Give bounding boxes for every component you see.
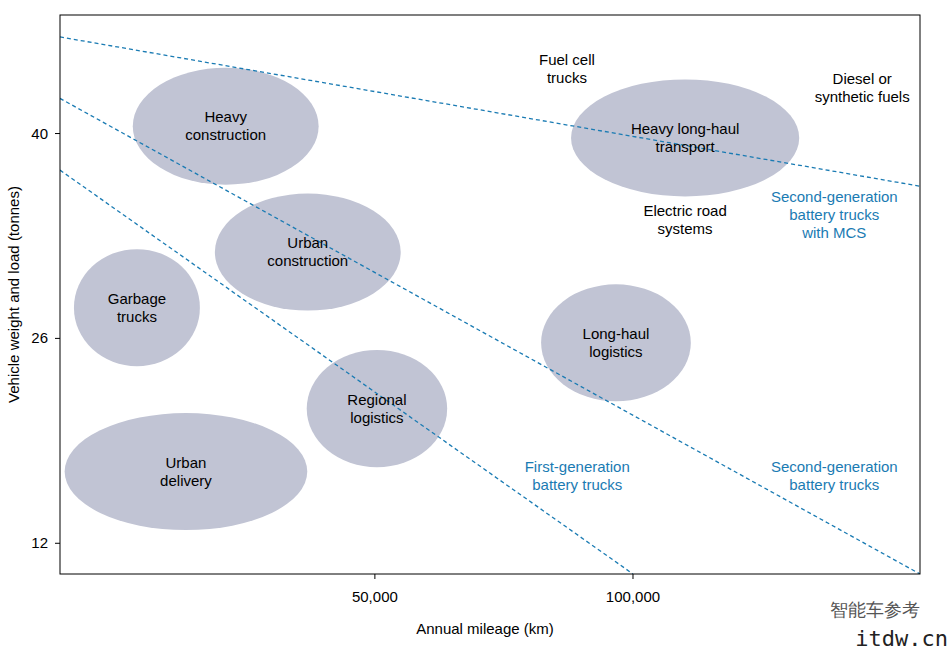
y-tick [55, 338, 60, 339]
boundary-line [60, 37, 920, 186]
region [74, 249, 200, 366]
y-tick-label: 40 [31, 125, 48, 142]
region-label: logistics [350, 409, 403, 426]
y-axis-title: Vehicle weight and load (tonnes) [5, 186, 22, 403]
annotation: Second-generation [771, 188, 898, 205]
region-label: trucks [117, 308, 157, 325]
annotation: systems [658, 220, 713, 237]
y-tick [55, 543, 60, 544]
annotation: Second-generation [771, 458, 898, 475]
region [133, 68, 319, 185]
region [65, 413, 308, 530]
annotation: Fuel cell [539, 51, 595, 68]
plot-area [60, 37, 920, 574]
region-label: logistics [589, 343, 642, 360]
y-tick-label: 26 [31, 329, 48, 346]
watermark: 智能车参考 [830, 600, 920, 620]
x-tick [374, 574, 375, 579]
region-label: Heavy long-haul [631, 120, 739, 137]
x-tick-label: 50,000 [352, 588, 398, 605]
annotation: battery trucks [789, 476, 879, 493]
annotation: with MCS [801, 224, 866, 241]
boundary-line [60, 98, 920, 574]
plot-frame [60, 15, 920, 574]
region-label: Urban [166, 454, 207, 471]
annotation: Electric road [643, 202, 726, 219]
region [571, 79, 799, 196]
region-label: Urban [287, 234, 328, 251]
watermark: itdw.cn [855, 626, 948, 651]
y-tick [55, 133, 60, 134]
region [541, 284, 691, 401]
boundary-line [60, 170, 633, 574]
y-tick-label: 12 [31, 534, 48, 551]
region-label: construction [185, 126, 266, 143]
annotation: trucks [547, 69, 587, 86]
region-label: Regional [347, 391, 406, 408]
region [215, 194, 401, 311]
annotation: synthetic fuels [815, 88, 910, 105]
annotation: Diesel or [833, 70, 892, 87]
region-label: delivery [160, 472, 212, 489]
region-label: construction [267, 252, 348, 269]
chart: 50,000 100,000 12 26 40 Annual mileage (km) Ve… [0, 0, 952, 652]
annotation: battery trucks [532, 476, 622, 493]
region-label: Heavy [204, 108, 247, 125]
annotation: battery trucks [789, 206, 879, 223]
annotation: First-generation [525, 458, 630, 475]
x-axis-title: Annual mileage (km) [416, 620, 554, 637]
x-tick-label: 100,000 [606, 588, 660, 605]
region-label: Long-haul [583, 325, 650, 342]
region [307, 350, 447, 467]
region-label: transport [656, 138, 716, 155]
x-tick [632, 574, 633, 579]
region-label: Garbage [108, 290, 166, 307]
